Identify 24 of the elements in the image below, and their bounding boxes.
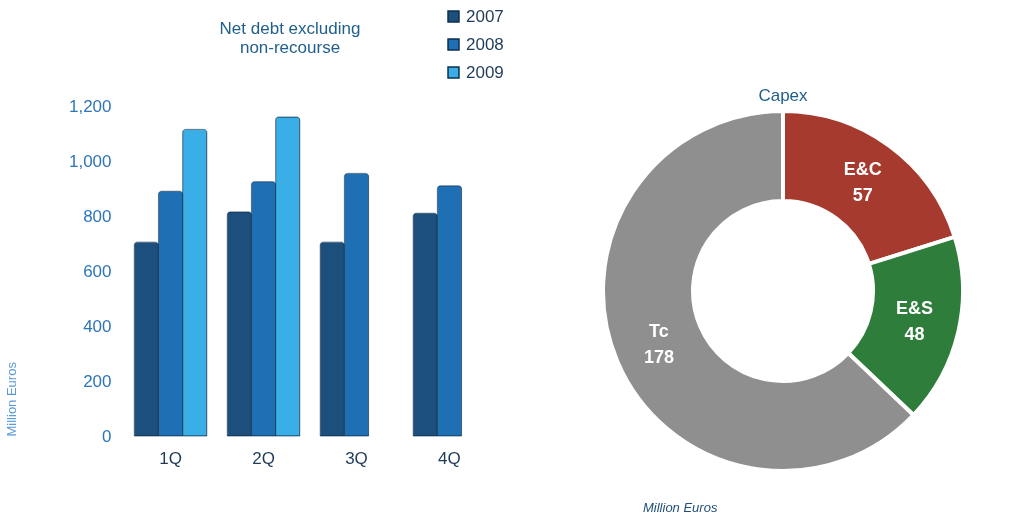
data-label: 57 xyxy=(852,185,873,206)
y-tick-label: 1,000 xyxy=(68,151,112,171)
y-tick-label: 400 xyxy=(83,316,112,336)
y-tick-label: 600 xyxy=(83,261,112,281)
x-tick-label: 3Q xyxy=(345,448,368,468)
chart-title: Capex xyxy=(758,86,809,105)
y-tick-label: 800 xyxy=(83,206,112,226)
x-tick-label: 4Q xyxy=(438,448,461,468)
slice-label: E&C xyxy=(843,159,882,180)
y-tick-label: 1,200 xyxy=(68,96,112,116)
text: Million Euros xyxy=(643,500,718,515)
x-tick-label: 1Q xyxy=(159,448,182,468)
x-tick-label: 2Q xyxy=(252,448,275,468)
chart-title: Net debt excluding non-recourse xyxy=(219,19,361,57)
y-tick-label: 0 xyxy=(102,426,112,446)
legend-label: 2008 xyxy=(466,34,504,54)
data-label: 48 xyxy=(904,324,925,345)
y-tick-label: 200 xyxy=(83,371,112,391)
legend-label: 2007 xyxy=(466,6,504,26)
slice-label: E&S xyxy=(896,298,934,319)
slice-label: Tc xyxy=(649,321,669,342)
data-label: 178 xyxy=(643,347,674,368)
legend-label: 2009 xyxy=(466,62,504,82)
y-axis-title: Million Euros xyxy=(3,361,19,437)
